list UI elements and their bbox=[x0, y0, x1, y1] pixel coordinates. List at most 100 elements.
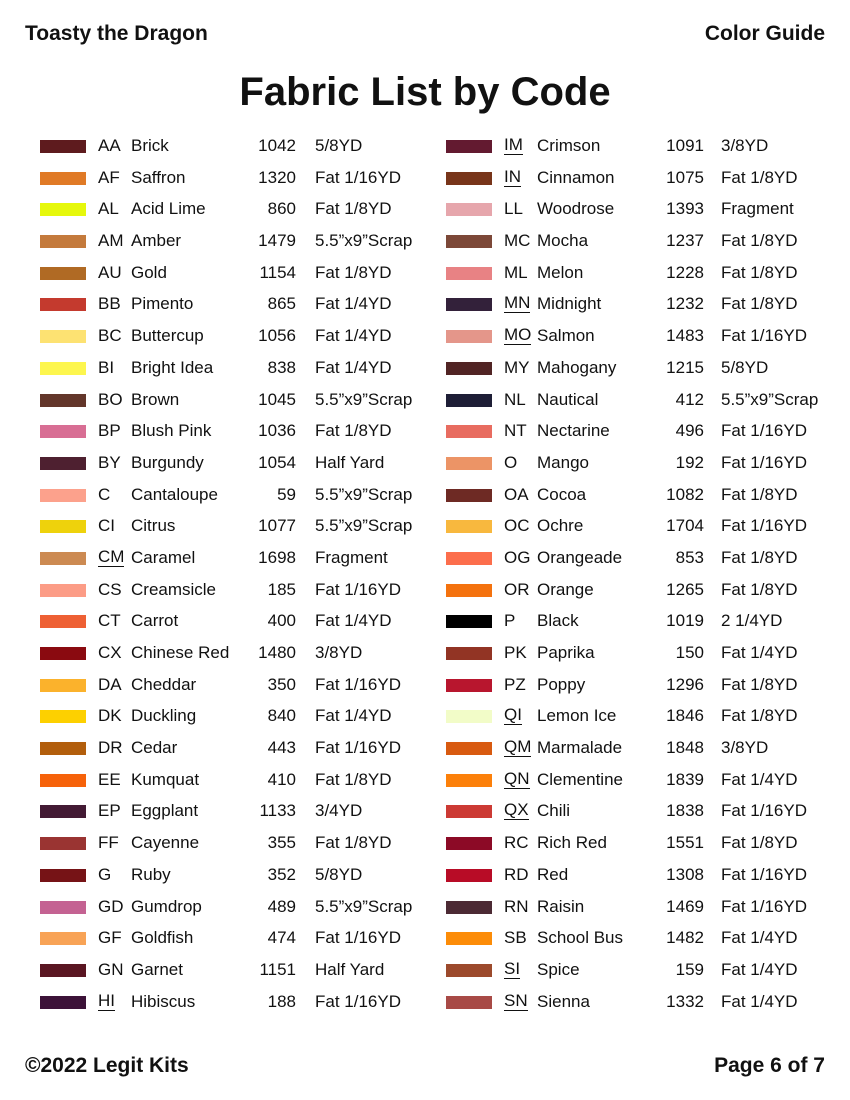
color-swatch bbox=[40, 773, 86, 787]
color-swatch bbox=[446, 488, 492, 502]
color-swatch bbox=[446, 900, 492, 914]
fabric-number: 185 bbox=[267, 579, 296, 599]
fabric-name: Eggplant bbox=[131, 801, 199, 821]
fabric-code: BP bbox=[98, 421, 121, 441]
fabric-size: 5/8YD bbox=[315, 136, 363, 155]
fabric-number: 1480 bbox=[258, 643, 296, 662]
color-swatch bbox=[40, 266, 86, 280]
fabric-number: 838 bbox=[267, 357, 296, 377]
fabric-number: 1308 bbox=[666, 864, 704, 884]
fabric-size: 3/4YD bbox=[315, 801, 363, 821]
fabric-code: CI bbox=[98, 516, 115, 536]
color-swatch bbox=[446, 361, 492, 375]
fabric-size: Fat 1/8YD bbox=[721, 167, 798, 187]
fabric-name: Cheddar bbox=[131, 674, 197, 694]
fabric-number: 1042 bbox=[258, 136, 296, 155]
color-swatch bbox=[446, 203, 492, 217]
fabric-code: DA bbox=[98, 674, 122, 694]
color-swatch bbox=[40, 140, 86, 153]
color-swatch bbox=[446, 298, 492, 312]
fabric-code: OG bbox=[504, 547, 531, 567]
fabric-code: SB bbox=[504, 928, 527, 948]
fabric-name: School Bus bbox=[537, 928, 623, 948]
color-swatch bbox=[446, 678, 492, 692]
fabric-size: 5/8YD bbox=[721, 357, 769, 377]
fabric-number: 159 bbox=[675, 959, 704, 979]
fabric-number: 1082 bbox=[666, 484, 704, 504]
fabric-name: Midnight bbox=[537, 294, 602, 314]
fabric-size: Fat 1/8YD bbox=[721, 262, 798, 282]
fabric-number: 192 bbox=[675, 452, 704, 472]
fabric-number: 59 bbox=[277, 484, 296, 504]
fabric-code: GF bbox=[98, 928, 122, 948]
fabric-size: Fragment bbox=[315, 547, 388, 567]
fabric-name: Mocha bbox=[537, 231, 589, 251]
fabric-size: 5.5”x9”Scrap bbox=[315, 516, 413, 536]
page-title: Fabric List by Code bbox=[239, 70, 611, 114]
color-swatch bbox=[446, 710, 492, 724]
fabric-number: 840 bbox=[267, 706, 296, 726]
fabric-code: AL bbox=[98, 199, 119, 219]
fabric-name: Nautical bbox=[537, 389, 599, 409]
fabric-name: Garnet bbox=[131, 959, 183, 979]
fabric-size: Fat 1/8YD bbox=[721, 579, 798, 599]
fabric-size: 5.5”x9”Scrap bbox=[315, 389, 413, 409]
fabric-code: MC bbox=[504, 231, 531, 251]
fabric-size: 3/8YD bbox=[315, 643, 363, 662]
color-swatch bbox=[446, 425, 492, 439]
color-swatch bbox=[446, 551, 492, 565]
fabric-code: BO bbox=[98, 389, 123, 409]
color-swatch bbox=[446, 266, 492, 280]
fabric-size: Fat 1/4YD bbox=[315, 294, 392, 314]
fabric-name: Crimson bbox=[537, 136, 601, 155]
fabric-size: Fat 1/8YD bbox=[315, 199, 392, 219]
fabric-code: GD bbox=[98, 896, 124, 916]
fabric-size: 3/8YD bbox=[721, 136, 769, 155]
fabric-code: GN bbox=[98, 959, 124, 979]
fabric-name: Cedar bbox=[131, 738, 178, 758]
color-swatch bbox=[40, 995, 86, 1009]
color-swatch bbox=[40, 171, 86, 185]
color-swatch bbox=[446, 742, 492, 756]
color-swatch bbox=[40, 330, 86, 344]
fabric-number: 860 bbox=[267, 199, 296, 219]
fabric-number: 443 bbox=[267, 738, 296, 758]
fabric-code: CM bbox=[98, 546, 125, 567]
fabric-size: Fat 1/16YD bbox=[315, 579, 401, 599]
fabric-number: 1320 bbox=[258, 167, 296, 187]
fabric-size: 2 1/4YD bbox=[721, 611, 783, 631]
fabric-number: 1698 bbox=[258, 547, 296, 567]
fabric-size: Fat 1/4YD bbox=[315, 611, 392, 631]
fabric-number: 1846 bbox=[666, 706, 704, 726]
fabric-name: Ochre bbox=[537, 516, 584, 536]
color-swatch bbox=[40, 868, 86, 882]
fabric-code: P bbox=[504, 611, 516, 631]
color-swatch bbox=[40, 678, 86, 692]
fabric-name: Chinese Red bbox=[131, 643, 230, 662]
fabric-name: Caramel bbox=[131, 547, 196, 567]
fabric-name: Orange bbox=[537, 579, 594, 599]
fabric-number: 188 bbox=[267, 991, 296, 1011]
fabric-code: MO bbox=[504, 325, 532, 346]
fabric-name: Hibiscus bbox=[131, 991, 196, 1011]
fabric-name: Red bbox=[537, 864, 569, 884]
fabric-size: Fat 1/16YD bbox=[721, 801, 807, 821]
fabric-size: Fat 1/8YD bbox=[721, 833, 798, 853]
color-swatch bbox=[40, 615, 86, 629]
fabric-size: Fat 1/4YD bbox=[721, 769, 798, 789]
pattern-name: Toasty the Dragon bbox=[25, 22, 208, 45]
fabric-number: 1091 bbox=[666, 136, 704, 155]
fabric-number: 1215 bbox=[666, 357, 704, 377]
fabric-number: 352 bbox=[267, 864, 296, 884]
fabric-name: Gold bbox=[131, 262, 167, 282]
color-swatch bbox=[446, 773, 492, 787]
fabric-number: 1265 bbox=[666, 579, 704, 599]
color-swatch bbox=[40, 393, 86, 407]
fabric-name: Buttercup bbox=[131, 326, 204, 346]
color-swatch bbox=[40, 900, 86, 914]
fabric-number: 1151 bbox=[259, 959, 296, 979]
fabric-size: Fat 1/4YD bbox=[721, 959, 798, 979]
fabric-name: Chili bbox=[537, 801, 571, 821]
fabric-code: PZ bbox=[504, 674, 526, 694]
fabric-size: Fat 1/16YD bbox=[315, 738, 401, 758]
